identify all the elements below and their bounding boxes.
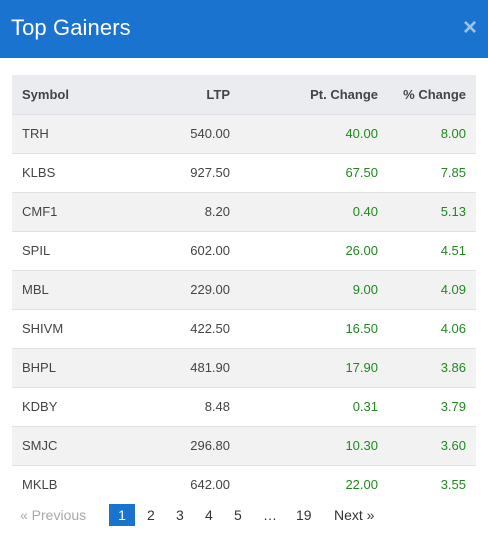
- cell-pt-change: 26.00: [345, 243, 378, 258]
- column-header-pct-change[interactable]: % Change: [403, 86, 466, 102]
- cell-symbol: KLBS: [22, 165, 56, 180]
- cell-ltp: 602.00: [190, 243, 230, 258]
- cell-pct-change: 5.13: [440, 204, 466, 219]
- cell-ltp: 927.50: [190, 165, 230, 180]
- cell-pt-change: 0.31: [352, 399, 378, 414]
- cell-ltp: 8.20: [204, 204, 230, 219]
- cell-pct-change: 4.06: [440, 321, 466, 336]
- cell-pct-change: 4.51: [440, 243, 466, 258]
- close-icon[interactable]: ×: [462, 14, 477, 41]
- table-row[interactable]: TRH 540.00 40.00 8.00: [12, 114, 476, 153]
- table-header-row: Symbol LTP Pt. Change % Change: [12, 75, 476, 114]
- column-header-symbol[interactable]: Symbol: [22, 86, 69, 102]
- cell-pt-change: 67.50: [345, 165, 378, 180]
- cell-ltp: 296.80: [190, 438, 230, 453]
- cell-pct-change: 3.55: [440, 477, 466, 493]
- cell-symbol: SHIVM: [22, 321, 64, 336]
- table-row[interactable]: KDBY 8.48 0.31 3.79: [12, 387, 476, 426]
- table-row[interactable]: CMF1 8.20 0.40 5.13: [12, 192, 476, 231]
- cell-ltp: 540.00: [190, 126, 230, 141]
- pagination-next[interactable]: Next »: [334, 507, 375, 523]
- cell-pt-change: 40.00: [345, 126, 378, 141]
- gainers-table: Symbol LTP Pt. Change % Change TRH 540.0…: [12, 75, 476, 495]
- table-row[interactable]: SPIL 602.00 26.00 4.51: [12, 231, 476, 270]
- cell-pt-change: 17.90: [345, 360, 378, 375]
- pagination-previous[interactable]: « Previous: [20, 507, 87, 523]
- table-row[interactable]: MBL 229.00 9.00 4.09: [12, 270, 476, 309]
- pagination-page-last[interactable]: 19: [296, 507, 312, 523]
- cell-pct-change: 7.85: [440, 165, 466, 180]
- cell-symbol: BHPL: [22, 360, 56, 375]
- cell-symbol: CMF1: [22, 204, 58, 219]
- cell-ltp: 8.48: [204, 399, 230, 414]
- cell-pt-change: 9.00: [352, 282, 378, 297]
- cell-symbol: MBL: [22, 282, 49, 297]
- cell-symbol: SMJC: [22, 438, 58, 453]
- cell-symbol: MKLB: [22, 477, 58, 493]
- table-row[interactable]: SMJC 296.80 10.30 3.60: [12, 426, 476, 465]
- cell-pct-change: 8.00: [440, 126, 466, 141]
- cell-pt-change: 0.40: [352, 204, 378, 219]
- gainers-table-container: Symbol LTP Pt. Change % Change TRH 540.0…: [12, 75, 476, 495]
- pagination-page-3[interactable]: 3: [176, 507, 184, 523]
- cell-pt-change: 16.50: [345, 321, 378, 336]
- cell-ltp: 642.00: [190, 477, 230, 493]
- cell-symbol: TRH: [22, 126, 49, 141]
- cell-ltp: 422.50: [190, 321, 230, 336]
- pagination-page-5[interactable]: 5: [234, 507, 242, 523]
- pagination-ellipsis: …: [263, 507, 277, 523]
- pagination-page-1[interactable]: 1: [109, 504, 135, 526]
- pagination-page-4[interactable]: 4: [205, 507, 213, 523]
- cell-symbol: KDBY: [22, 399, 58, 414]
- cell-pt-change: 10.30: [345, 438, 378, 453]
- cell-symbol: SPIL: [22, 243, 51, 258]
- cell-pt-change: 22.00: [345, 477, 378, 493]
- cell-pct-change: 4.09: [440, 282, 466, 297]
- modal-title: Top Gainers: [11, 15, 131, 40]
- column-header-pt-change[interactable]: Pt. Change: [310, 86, 378, 102]
- cell-ltp: 229.00: [190, 282, 230, 297]
- pagination-page-2[interactable]: 2: [147, 507, 155, 523]
- table-row[interactable]: MKLB 642.00 22.00 3.55: [12, 465, 476, 495]
- cell-pct-change: 3.79: [440, 399, 466, 414]
- cell-pct-change: 3.86: [440, 360, 466, 375]
- column-header-ltp[interactable]: LTP: [206, 86, 230, 102]
- cell-pct-change: 3.60: [440, 438, 466, 453]
- table-row[interactable]: SHIVM 422.50 16.50 4.06: [12, 309, 476, 348]
- modal-header: Top Gainers ×: [0, 0, 488, 58]
- cell-ltp: 481.90: [190, 360, 230, 375]
- table-row[interactable]: BHPL 481.90 17.90 3.86: [12, 348, 476, 387]
- table-row[interactable]: KLBS 927.50 67.50 7.85: [12, 153, 476, 192]
